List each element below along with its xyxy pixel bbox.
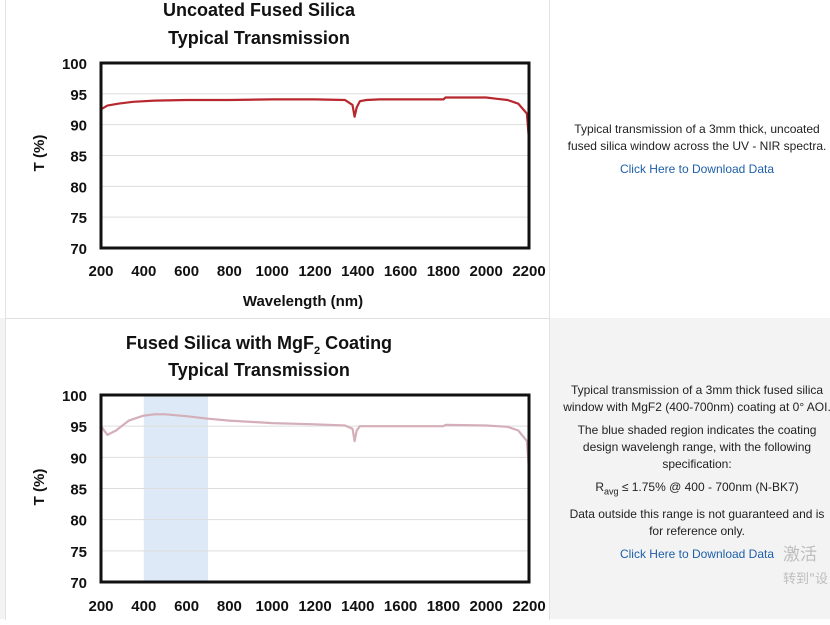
chart-cell: Fused Silica with MgF2 Coating Typical T… xyxy=(5,318,550,620)
y-tick-label: 85 xyxy=(70,149,87,166)
coating-spec: Ravg ≤ 1.75% @ 400 - 700nm (N-BK7) xyxy=(561,479,830,500)
x-tick-label: 1000 xyxy=(256,598,289,615)
y-tick-label: 70 xyxy=(70,241,87,258)
y-tick-label: 95 xyxy=(70,87,87,104)
y-tick-label: 75 xyxy=(70,544,87,561)
x-tick-label: 1600 xyxy=(384,598,417,615)
y-tick-label: 90 xyxy=(70,118,87,135)
y-tick-label: 85 xyxy=(70,482,87,499)
x-tick-label: 2200 xyxy=(512,598,545,615)
chart-title-line2: Typical Transmission xyxy=(168,28,350,48)
y-tick-label: 80 xyxy=(70,179,87,196)
description-block: Typical transmission of a 3mm thick fuse… xyxy=(561,382,830,563)
y-tick-label: 100 xyxy=(62,56,87,73)
chart-cell: Uncoated Fused Silica Typical Transmissi… xyxy=(5,0,550,318)
transmission-series-line xyxy=(101,98,529,141)
x-axis-label: Wavelength (nm) xyxy=(243,293,363,310)
chart-title-line2: Typical Transmission xyxy=(168,360,350,380)
y-tick-label: 95 xyxy=(70,419,87,436)
x-tick-label: 2200 xyxy=(512,263,545,280)
download-data-link[interactable]: Click Here to Download Data xyxy=(620,162,774,176)
x-tick-label: 800 xyxy=(217,263,242,280)
description-text: The blue shaded region indicates the coa… xyxy=(561,422,830,473)
description-text: Typical transmission of a 3mm thick, unc… xyxy=(561,121,830,155)
reference-note: Data outside this range is not guarantee… xyxy=(561,506,830,540)
y-tick-label: 70 xyxy=(70,575,87,592)
product-row-mgf2: Fused Silica with MgF2 Coating Typical T… xyxy=(0,318,830,619)
transmission-chart-uncoated: Uncoated Fused Silica Typical Transmissi… xyxy=(6,0,549,318)
x-tick-label: 600 xyxy=(174,598,199,615)
x-tick-label: 600 xyxy=(174,263,199,280)
x-tick-label: 1400 xyxy=(341,598,374,615)
chart-title-line1: Fused Silica with MgF2 Coating xyxy=(126,333,392,357)
description-cell: Typical transmission of a 3mm thick, unc… xyxy=(549,0,830,318)
x-tick-label: 1400 xyxy=(341,263,374,280)
description-text: Typical transmission of a 3mm thick fuse… xyxy=(561,382,830,416)
y-tick-label: 90 xyxy=(70,450,87,467)
x-tick-label: 2000 xyxy=(470,598,503,615)
x-tick-label: 1600 xyxy=(384,263,417,280)
chart-title-line1: Uncoated Fused Silica xyxy=(163,0,356,20)
download-data-link[interactable]: Click Here to Download Data xyxy=(620,547,774,561)
description-block: Typical transmission of a 3mm thick, unc… xyxy=(561,121,830,178)
activation-watermark: 激活 xyxy=(783,540,817,565)
x-tick-label: 800 xyxy=(217,598,242,615)
x-tick-label: 200 xyxy=(88,598,113,615)
y-tick-label: 100 xyxy=(62,388,87,405)
x-tick-label: 1800 xyxy=(427,263,460,280)
y-axis-label: T (%) xyxy=(31,135,48,172)
description-cell: Typical transmission of a 3mm thick fuse… xyxy=(549,318,830,619)
x-tick-label: 200 xyxy=(88,263,113,280)
x-tick-label: 1200 xyxy=(298,598,331,615)
x-tick-label: 2000 xyxy=(470,263,503,280)
x-tick-label: 1800 xyxy=(427,598,460,615)
product-row-uncoated: Uncoated Fused Silica Typical Transmissi… xyxy=(0,0,830,318)
y-axis-label: T (%) xyxy=(31,469,48,506)
x-tick-label: 1000 xyxy=(256,263,289,280)
transmission-chart-mgf2: Fused Silica with MgF2 Coating Typical T… xyxy=(6,319,549,620)
x-tick-label: 1200 xyxy=(298,263,331,280)
y-tick-label: 80 xyxy=(70,513,87,530)
x-tick-label: 400 xyxy=(131,263,156,280)
y-tick-label: 75 xyxy=(70,210,87,227)
x-tick-label: 400 xyxy=(131,598,156,615)
activation-watermark-sub: 转到"设 xyxy=(783,568,828,587)
